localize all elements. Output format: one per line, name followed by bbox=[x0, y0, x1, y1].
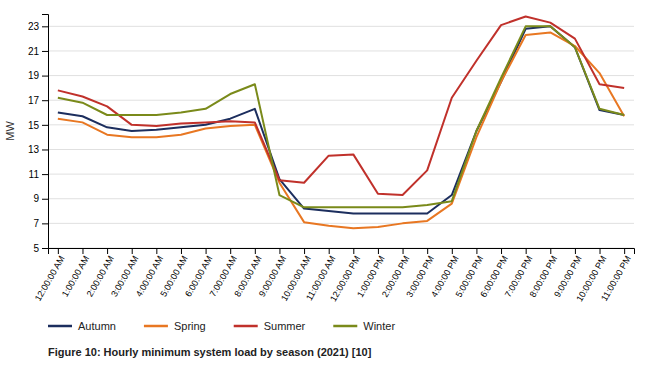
grid-line bbox=[48, 50, 634, 51]
legend-item: Autumn bbox=[48, 320, 116, 332]
legend-swatch bbox=[234, 325, 258, 328]
y-tick-mark bbox=[42, 174, 48, 175]
chart: 5 7 9 11 13 15 17 19 21 23 12:00:00 AM1:00:00 AM2:… bbox=[0, 0, 650, 366]
series-line bbox=[58, 26, 624, 207]
x-tick-mark bbox=[378, 248, 379, 254]
y-axis: 5 7 9 11 13 15 17 19 21 23 bbox=[28, 15, 49, 254]
x-axis-line bbox=[49, 249, 635, 255]
y-tick-label: 7 bbox=[33, 218, 39, 229]
y-tick-mark bbox=[42, 199, 48, 200]
legend-item: Winter bbox=[333, 320, 395, 332]
y-tick-label: 11 bbox=[29, 169, 40, 180]
x-axis: 12:00:00 AM1:00:00 AM2:00:00 AM3:00:00 A… bbox=[33, 248, 635, 303]
y-tick-mark bbox=[42, 223, 48, 224]
x-tick-mark bbox=[353, 248, 354, 254]
grid-line bbox=[48, 198, 634, 199]
y-tick: 11 bbox=[29, 169, 48, 180]
legend-swatch bbox=[48, 325, 72, 328]
x-tick-mark bbox=[501, 248, 502, 254]
legend-item: Spring bbox=[144, 320, 206, 332]
y-tick-mark bbox=[42, 76, 48, 77]
grid-line bbox=[48, 100, 634, 101]
x-tick-mark bbox=[181, 248, 182, 254]
grid-line bbox=[48, 75, 634, 76]
legend-label: Winter bbox=[363, 320, 395, 332]
x-tick-mark bbox=[132, 248, 133, 254]
x-tick-mark bbox=[600, 248, 601, 254]
x-tick-mark bbox=[82, 248, 83, 254]
x-tick-mark bbox=[329, 248, 330, 254]
grid bbox=[48, 26, 634, 248]
y-tick: 13 bbox=[28, 144, 48, 155]
x-tick-mark bbox=[255, 248, 256, 254]
y-tick-mark bbox=[42, 51, 48, 52]
x-tick-mark bbox=[526, 248, 527, 254]
x-tick-mark bbox=[206, 248, 207, 254]
legend: Autumn Spring Summer Winter bbox=[48, 320, 395, 332]
y-tick: 19 bbox=[28, 70, 48, 81]
legend-swatch bbox=[144, 325, 168, 328]
legend-label: Spring bbox=[174, 320, 206, 332]
series-line bbox=[58, 16, 624, 195]
y-tick-mark bbox=[42, 248, 48, 249]
y-tick-label: 17 bbox=[28, 95, 40, 106]
y-tick-label: 9 bbox=[33, 193, 39, 204]
legend-label: Autumn bbox=[78, 320, 116, 332]
y-tick: 5 bbox=[33, 243, 48, 254]
series-line bbox=[58, 26, 624, 213]
y-tick-label: 5 bbox=[33, 243, 39, 254]
y-tick-label: 13 bbox=[28, 144, 40, 155]
y-tick-label: 21 bbox=[28, 46, 40, 57]
x-tick-mark bbox=[403, 248, 404, 254]
y-tick-label: 15 bbox=[28, 120, 40, 131]
y-tick-mark bbox=[42, 26, 48, 27]
y-tick: 23 bbox=[28, 21, 48, 32]
x-tick-mark bbox=[230, 248, 231, 254]
lines bbox=[58, 16, 624, 228]
y-tick: 17 bbox=[28, 95, 48, 106]
y-tick-label: 19 bbox=[28, 70, 40, 81]
x-tick: 11:00:00 PM bbox=[599, 248, 633, 303]
x-tick-mark bbox=[304, 248, 305, 254]
x-tick-mark bbox=[624, 248, 625, 254]
y-tick-mark bbox=[42, 149, 48, 150]
y-tick-label: 23 bbox=[28, 21, 40, 32]
y-tick: 7 bbox=[33, 218, 48, 229]
y-tick-mark bbox=[42, 100, 48, 101]
x-tick-mark bbox=[427, 248, 428, 254]
title: Figure 10: Hourly minimum system load by… bbox=[48, 346, 372, 358]
grid-line bbox=[48, 174, 634, 175]
plot-area: 5 7 9 11 13 15 17 19 21 23 12:00:00 AM1:00:00 AM2:… bbox=[4, 15, 635, 304]
y-tick: 21 bbox=[28, 46, 48, 57]
y-tick-mark bbox=[42, 125, 48, 126]
x-tick-mark bbox=[58, 248, 59, 254]
legend-label: Summer bbox=[264, 320, 306, 332]
x-tick-mark bbox=[575, 248, 576, 254]
x-tick-mark bbox=[476, 248, 477, 254]
series-line bbox=[58, 32, 624, 228]
legend-item: Summer bbox=[234, 320, 306, 332]
x-tick-mark bbox=[107, 248, 108, 254]
y-axis-line bbox=[42, 15, 49, 249]
legend-swatch bbox=[333, 325, 357, 328]
grid-line bbox=[48, 223, 634, 224]
y-tick: 15 bbox=[28, 120, 48, 131]
x-tick-mark bbox=[452, 248, 453, 254]
x-tick-mark bbox=[279, 248, 280, 254]
x-tick-mark bbox=[156, 248, 157, 254]
x-tick-label: 11:00:00 PM bbox=[599, 254, 633, 303]
x-tick-mark bbox=[550, 248, 551, 254]
y-tick: 9 bbox=[33, 193, 48, 204]
y-axis-title: MW bbox=[4, 121, 16, 141]
grid-line bbox=[48, 149, 634, 150]
